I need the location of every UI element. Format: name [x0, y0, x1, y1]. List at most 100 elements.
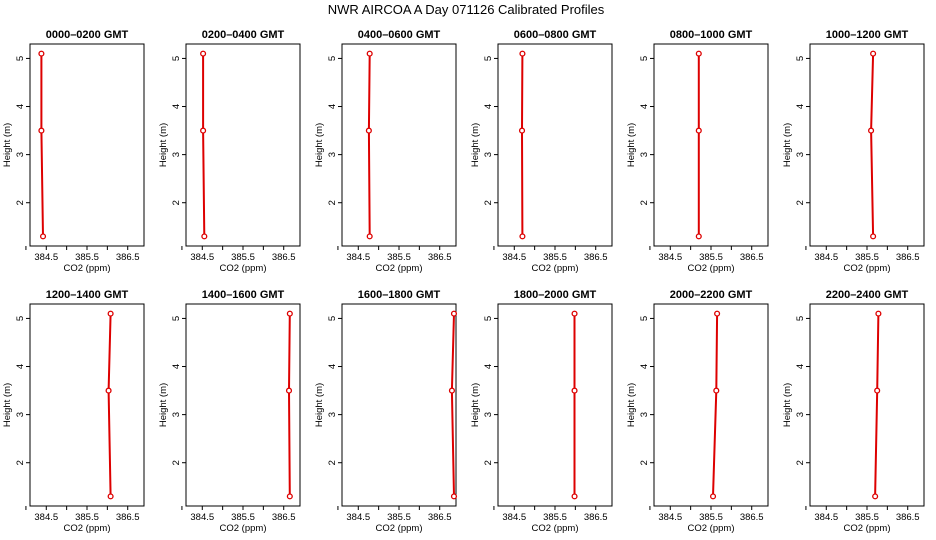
profile-panel: 0200–0400 GMT 384.5 385.5 386.5 CO2 (ppm) 2 3 4…	[158, 29, 301, 274]
x-tick-label: 384.5	[502, 252, 526, 263]
plot-frame	[653, 43, 769, 247]
x-tick-label: 384.5	[814, 512, 838, 523]
x-tick-label: 384.5	[190, 252, 214, 263]
profile-point	[448, 387, 455, 394]
y-tick-label: 5	[327, 56, 338, 61]
panels-grid: 0000–0200 GMT 384.5 385.5 386.5 CO2 (ppm) 2 3 4…	[2, 29, 925, 534]
profile-line	[874, 313, 880, 497]
x-tick-label: 386.5	[272, 252, 296, 263]
profile-panel: 0400–0600 GMT 384.5 385.5 386.5 CO2 (ppm) 2 3 4…	[314, 29, 457, 274]
y-axis-label: Height (m)	[782, 123, 793, 167]
profile-line	[202, 53, 206, 237]
panel-title: 1200–1400 GMT	[46, 289, 129, 301]
y-tick-label: 4	[15, 104, 26, 109]
x-tick-label: 386.5	[428, 512, 452, 523]
profile-panel: 2200–2400 GMT 384.5 385.5 386.5 CO2 (ppm) 2 3 4…	[782, 289, 925, 534]
panel-title: 0200–0400 GMT	[202, 29, 285, 41]
profile-point	[571, 310, 578, 317]
y-tick-label: 4	[639, 364, 650, 369]
x-tick-label: 384.5	[502, 512, 526, 523]
y-tick-label: 5	[795, 316, 806, 321]
y-tick-label: 3	[483, 412, 494, 417]
profile-point	[366, 233, 373, 240]
y-tick-label: 4	[483, 104, 494, 109]
y-tick-label: 5	[639, 56, 650, 61]
y-axis-label: Height (m)	[626, 383, 637, 427]
profile-point	[519, 233, 526, 240]
profile-point	[450, 493, 458, 500]
plot-frame	[497, 303, 613, 507]
y-tick-label: 5	[15, 316, 26, 321]
profile-point	[200, 127, 207, 134]
y-tick-label: 4	[171, 104, 182, 109]
profile-panel: 0800–1000 GMT 384.5 385.5 386.5 CO2 (ppm) 2 3 4…	[626, 29, 769, 274]
profile-line	[40, 53, 44, 237]
profile-point	[875, 310, 882, 317]
x-axis-label: CO2 (ppm)	[688, 523, 735, 534]
profile-panel: 0000–0200 GMT 384.5 385.5 386.5 CO2 (ppm) 2 3 4…	[2, 29, 145, 274]
y-tick-label: 2	[483, 460, 494, 465]
x-tick-label: 385.5	[231, 252, 255, 263]
y-tick-label: 4	[483, 364, 494, 369]
x-tick-label: 386.5	[116, 252, 140, 263]
y-axis-label: Height (m)	[158, 383, 169, 427]
y-tick-label: 4	[327, 364, 338, 369]
plot-frame	[185, 303, 301, 507]
y-tick-label: 4	[15, 364, 26, 369]
plot-frame	[341, 303, 457, 507]
x-tick-label: 384.5	[814, 252, 838, 263]
y-axis-label: Height (m)	[782, 383, 793, 427]
profile-point	[713, 387, 720, 394]
x-tick-label: 385.5	[855, 512, 879, 523]
x-tick-label: 385.5	[699, 512, 723, 523]
y-axis-label: Height (m)	[2, 123, 13, 167]
profile-point	[868, 127, 875, 134]
y-tick-label: 5	[639, 316, 650, 321]
y-tick-label: 4	[639, 104, 650, 109]
panel-title: 0600–0800 GMT	[514, 29, 597, 41]
plot-frame	[29, 43, 145, 247]
x-axis-label: CO2 (ppm)	[532, 263, 579, 274]
x-tick-label: 386.5	[896, 252, 920, 263]
profile-point	[872, 493, 879, 500]
x-axis-label: CO2 (ppm)	[64, 523, 111, 534]
y-tick-label: 4	[795, 364, 806, 369]
x-tick-label: 386.5	[116, 512, 140, 523]
profile-point	[285, 387, 293, 394]
profile-point	[38, 50, 45, 57]
plot-frame	[341, 43, 457, 247]
y-tick-label: 2	[795, 460, 806, 465]
panel-title: 0000–0200 GMT	[46, 29, 129, 41]
y-axis-label: Height (m)	[470, 383, 481, 427]
x-tick-label: 386.5	[584, 512, 608, 523]
x-tick-label: 386.5	[428, 252, 452, 263]
y-tick-label: 2	[327, 460, 338, 465]
y-tick-label: 5	[795, 56, 806, 61]
profile-point	[450, 310, 458, 317]
x-axis-label: CO2 (ppm)	[844, 263, 891, 274]
x-axis-label: CO2 (ppm)	[376, 523, 423, 534]
y-tick-label: 2	[483, 200, 494, 205]
x-tick-label: 385.5	[387, 252, 411, 263]
profile-point	[709, 493, 717, 500]
profile-line	[870, 53, 875, 237]
profile-point	[695, 50, 702, 57]
profile-point	[38, 127, 45, 134]
profile-panel: 2000–2200 GMT 384.5 385.5 386.5 CO2 (ppm) 2 3 4…	[626, 289, 769, 534]
y-tick-label: 2	[171, 200, 182, 205]
y-tick-label: 3	[327, 152, 338, 157]
x-axis-label: CO2 (ppm)	[532, 523, 579, 534]
x-tick-label: 384.5	[346, 252, 370, 263]
profile-point	[201, 233, 208, 240]
x-tick-label: 385.5	[231, 512, 255, 523]
x-tick-label: 384.5	[658, 512, 682, 523]
x-axis-label: CO2 (ppm)	[844, 523, 891, 534]
x-tick-label: 384.5	[190, 512, 214, 523]
profile-panel: 1400–1600 GMT 384.5 385.5 386.5 CO2 (ppm) 2 3 4…	[158, 289, 301, 534]
x-axis-label: CO2 (ppm)	[688, 263, 735, 274]
y-axis-label: Height (m)	[470, 123, 481, 167]
figure-title: NWR AIRCOA A Day 071126 Calibrated Profi…	[328, 2, 605, 17]
x-tick-label: 386.5	[740, 512, 764, 523]
profile-point	[366, 50, 373, 57]
x-tick-label: 384.5	[346, 512, 370, 523]
